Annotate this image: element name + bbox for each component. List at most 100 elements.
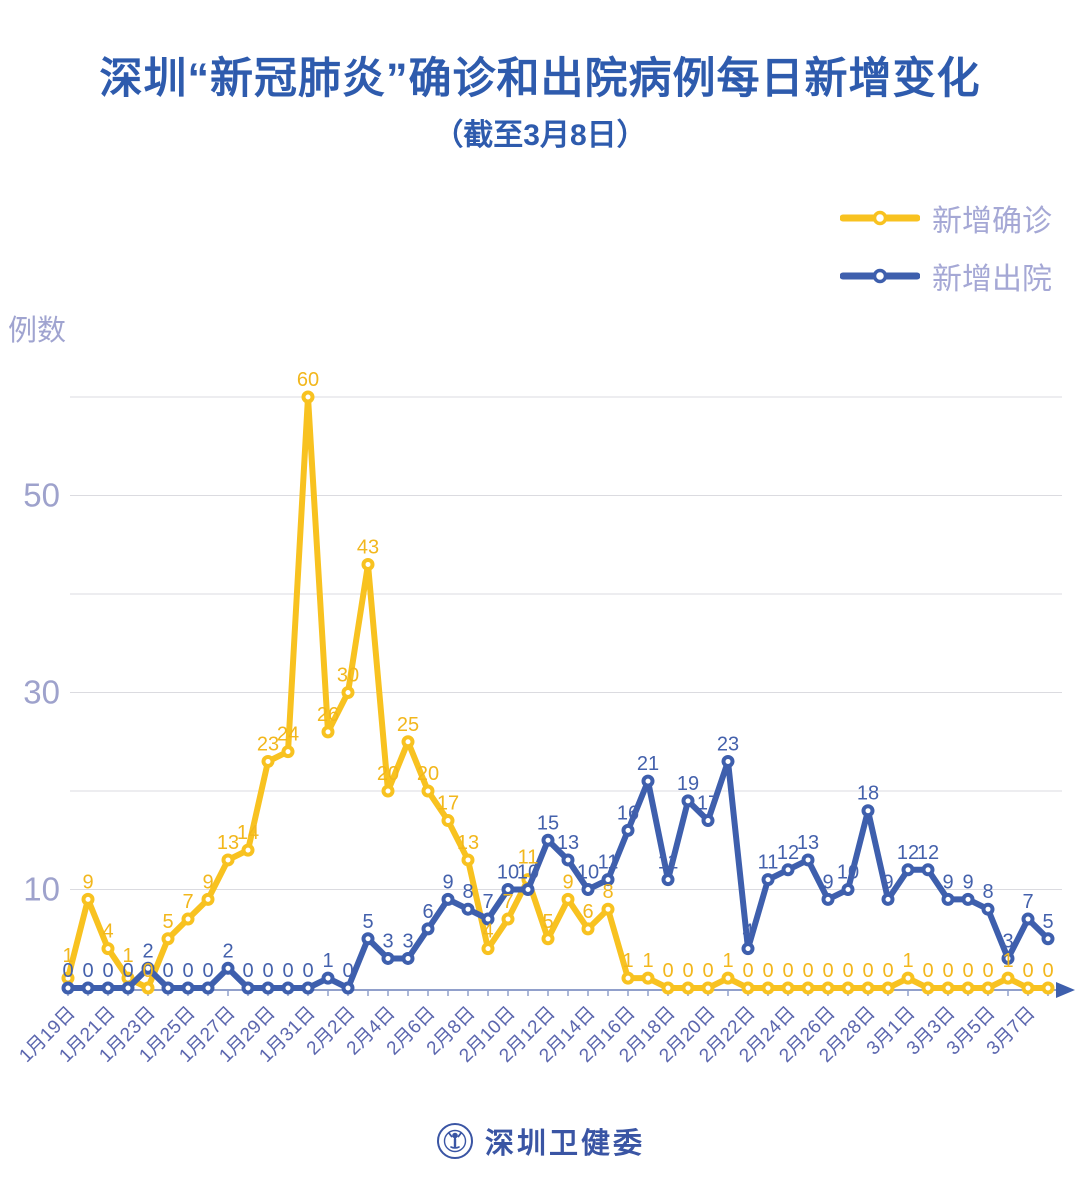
discharged-value-label: 0 [182, 960, 193, 982]
discharged-value-label: 2 [222, 940, 233, 962]
data-point-marker [161, 932, 175, 946]
confirmed-value-label: 0 [702, 960, 713, 982]
data-point-marker [721, 754, 735, 768]
org-name: 深圳卫健委 [484, 1128, 645, 1160]
data-point-marker [361, 932, 375, 946]
data-point-marker [201, 981, 215, 995]
confirmed-value-label: 0 [1022, 960, 1033, 982]
data-point-marker [1041, 981, 1055, 995]
discharged-value-label: 0 [162, 960, 173, 982]
discharged-value-label: 19 [677, 773, 699, 795]
discharged-value-label: 8 [462, 881, 473, 903]
legend-item-discharged: 新增出院 [840, 254, 1052, 298]
confirmed-value-label: 23 [257, 733, 279, 755]
data-point-marker [721, 971, 735, 985]
legend-swatch-confirmed-icon [840, 210, 920, 226]
confirmed-value-label: 0 [862, 960, 873, 982]
data-point-marker [221, 853, 235, 867]
data-point-marker [761, 981, 775, 995]
legend-label-discharged: 新增出院 [932, 263, 1052, 296]
discharged-value-label: 0 [62, 960, 73, 982]
confirmed-value-label: 17 [437, 793, 459, 815]
discharged-value-label: 10 [577, 862, 599, 884]
data-point-marker [821, 981, 835, 995]
data-point-marker [441, 892, 455, 906]
legend-label-confirmed: 新增确诊 [932, 205, 1052, 238]
confirmed-value-label: 1 [622, 950, 633, 972]
data-point-marker [941, 981, 955, 995]
data-point-marker [301, 981, 315, 995]
data-point-marker [221, 961, 235, 975]
data-point-marker [1001, 951, 1015, 965]
data-point-marker [641, 971, 655, 985]
data-point-marker [401, 951, 415, 965]
confirmed-value-label: 0 [842, 960, 853, 982]
confirmed-value-label: 0 [802, 960, 813, 982]
discharged-value-label: 17 [697, 793, 719, 815]
data-point-marker [141, 961, 155, 975]
discharged-value-label: 9 [822, 871, 833, 893]
discharged-value-label: 23 [717, 733, 739, 755]
page-subtitle: （截至3月8日） [433, 119, 647, 152]
discharged-value-label: 0 [102, 960, 113, 982]
data-point-marker [761, 873, 775, 887]
confirmed-value-label: 11 [518, 847, 539, 869]
confirmed-value-label: 24 [277, 724, 299, 746]
footer: 深圳卫健委 [0, 1120, 1080, 1162]
data-point-marker [741, 942, 755, 956]
data-point-marker [481, 912, 495, 926]
confirmed-value-label: 0 [742, 960, 753, 982]
data-point-marker [541, 833, 555, 847]
data-point-marker [841, 883, 855, 896]
discharged-value-label: 2 [142, 940, 153, 962]
data-point-marker [561, 853, 575, 867]
data-point-marker [741, 981, 755, 995]
confirmed-value-label: 0 [662, 960, 673, 982]
data-point-marker [361, 557, 375, 571]
confirmed-value-label: 0 [882, 960, 893, 982]
confirmed-value-label: 0 [142, 960, 153, 982]
confirmed-value-label: 6 [582, 901, 593, 923]
confirmed-value-label: 13 [457, 832, 479, 854]
discharged-value-label: 10 [837, 862, 859, 884]
data-point-marker [961, 981, 975, 995]
data-point-marker [281, 745, 295, 759]
data-point-marker [241, 843, 255, 857]
discharged-value-label: 16 [617, 802, 639, 824]
discharged-value-label: 9 [882, 871, 893, 893]
data-point-marker [301, 390, 315, 404]
confirmed-value-label: 0 [962, 960, 973, 982]
discharged-value-label: 0 [342, 960, 353, 982]
confirmed-value-label: 43 [357, 536, 379, 558]
data-point-marker [681, 981, 695, 995]
data-point-marker [921, 863, 935, 877]
confirmed-value-label: 30 [337, 665, 359, 687]
confirmed-value-label: 0 [822, 960, 833, 982]
data-point-marker [861, 981, 875, 995]
data-point-marker [681, 794, 695, 808]
data-point-marker [541, 932, 555, 946]
data-point-marker [321, 725, 335, 739]
confirmed-value-label: 0 [682, 960, 693, 982]
confirmed-value-label: 0 [782, 960, 793, 982]
discharged-value-label: 15 [537, 812, 559, 834]
confirmed-value-label: 20 [377, 763, 399, 785]
discharged-value-label: 5 [362, 911, 373, 933]
data-point-marker [581, 883, 595, 896]
discharged-line [65, 758, 1051, 991]
legend: 新增确诊 新增出院 [840, 196, 1052, 298]
confirmed-value-label: 0 [762, 960, 773, 982]
data-point-marker [621, 823, 635, 837]
data-point-marker [901, 971, 915, 985]
confirmed-value-label: 0 [982, 960, 993, 982]
discharged-value-label: 0 [82, 960, 93, 982]
confirmed-value-label: 1 [1002, 950, 1013, 972]
data-point-marker [801, 981, 815, 995]
page-title: 深圳“新冠肺炎”确诊和出院病例每日新增变化 [99, 55, 981, 103]
data-point-marker [981, 902, 995, 916]
data-point-marker [341, 981, 355, 995]
data-point-marker [461, 902, 475, 916]
legend-item-confirmed: 新增确诊 [840, 196, 1052, 240]
legend-swatch-discharged-icon [840, 268, 920, 284]
